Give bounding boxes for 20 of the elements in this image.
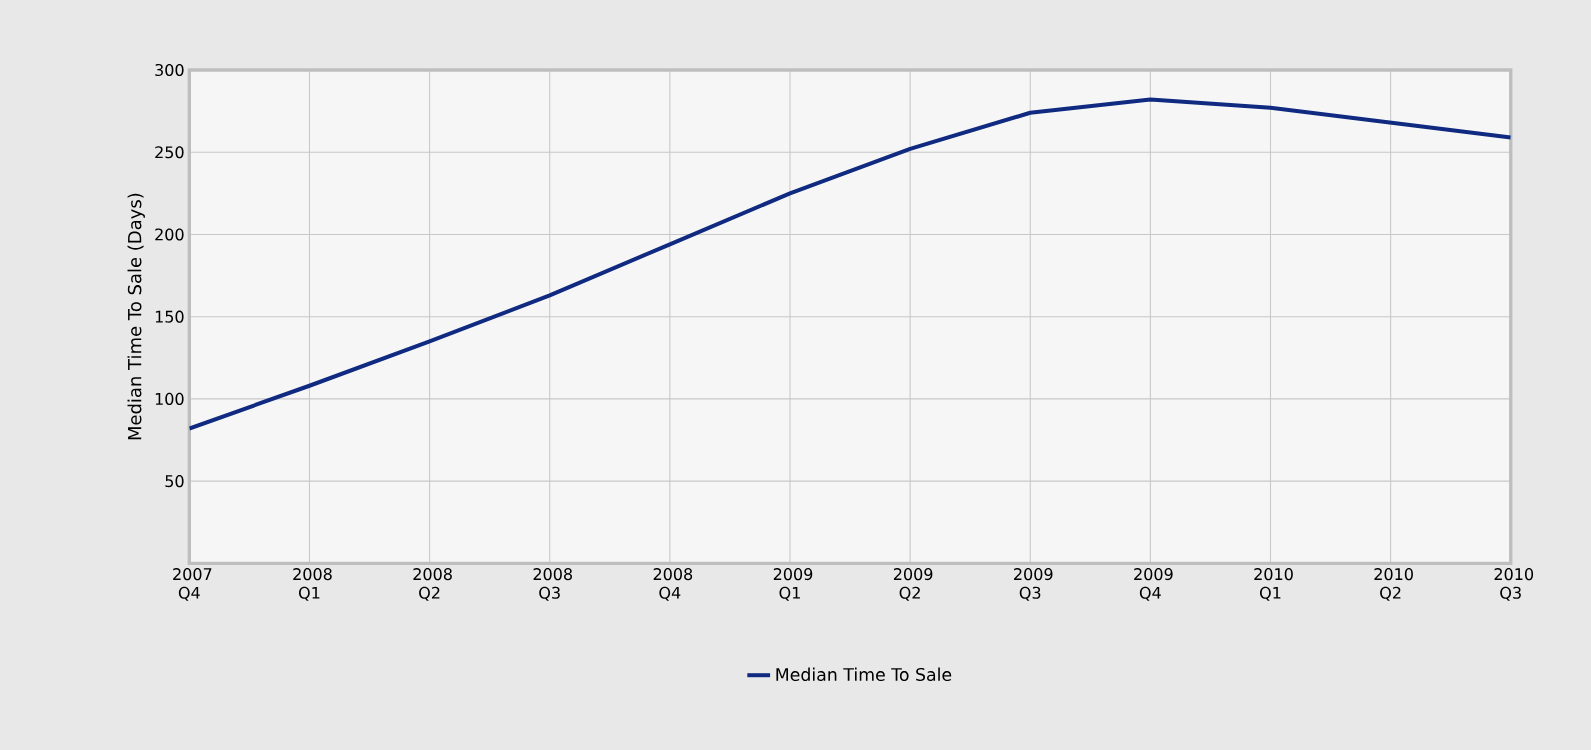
legend-label: Median Time To Sale: [776, 667, 952, 682]
x-tick-label: 2009 Q2: [893, 568, 933, 601]
y-tick-label: 250: [155, 146, 184, 159]
y-tick-label: 50: [165, 475, 184, 488]
y-axis-title: Median Time To Sale (Days): [127, 193, 145, 440]
x-tick-label: 2009 Q3: [1014, 568, 1053, 601]
y-tick-label: 300: [155, 63, 184, 77]
x-tick-label: 2008 Q4: [653, 568, 693, 601]
x-tick-label: 2010 Q3: [1494, 568, 1534, 601]
y-tick-label: 200: [155, 228, 184, 241]
x-tick-label: 2008 Q1: [293, 568, 332, 601]
x-tick-label: 2008 Q2: [413, 568, 452, 601]
x-tick-label: 2010 Q2: [1374, 568, 1413, 601]
x-tick-label: 2007 Q4: [173, 568, 212, 601]
x-tick-label: 2009 Q4: [1134, 568, 1173, 601]
y-tick-label: 150: [155, 310, 184, 323]
x-tick-label: 2010 Q1: [1254, 568, 1293, 601]
y-tick-label: 100: [155, 392, 184, 405]
x-tick-label: 2009 Q1: [773, 568, 813, 601]
x-tick-label: 2008 Q3: [533, 568, 572, 601]
